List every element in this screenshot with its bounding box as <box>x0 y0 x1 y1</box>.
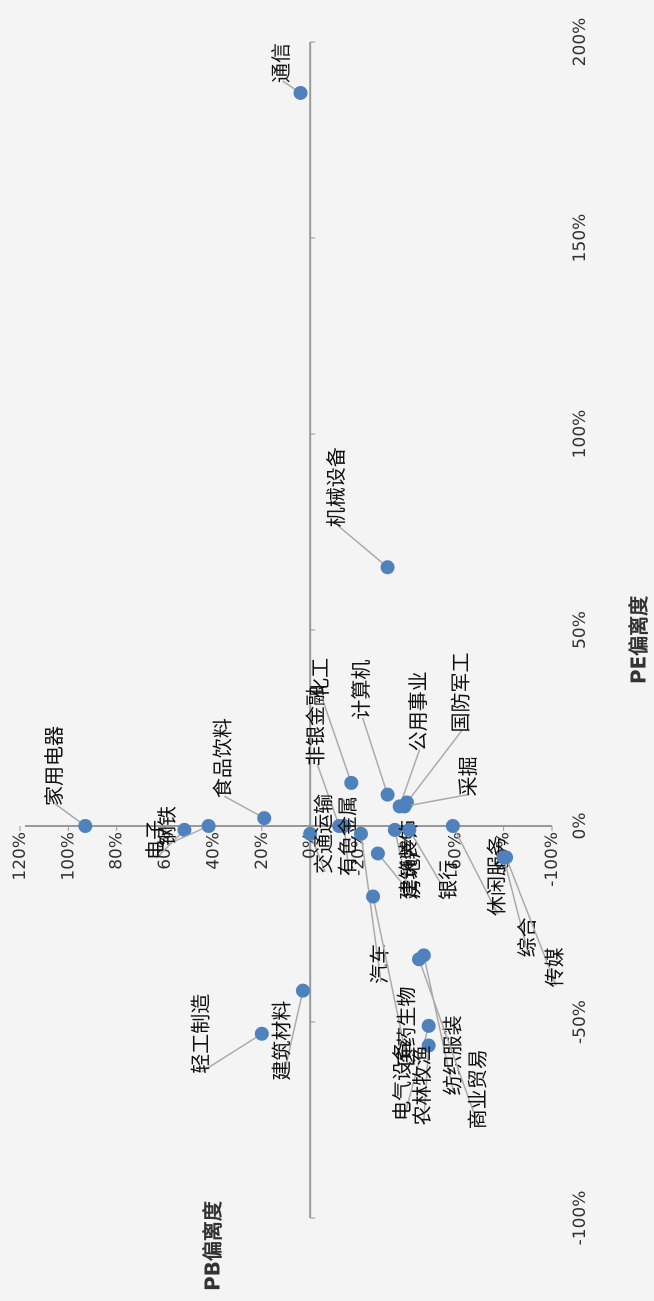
leader-line <box>406 730 463 803</box>
point <box>201 819 216 833</box>
x-tick-label: 50% <box>570 611 590 649</box>
leader-line <box>418 959 480 1128</box>
point <box>445 819 460 833</box>
point <box>303 826 318 841</box>
point-label: 轻工制造 <box>188 994 212 1074</box>
point <box>402 822 417 837</box>
point <box>380 787 395 802</box>
point <box>344 775 359 790</box>
leader-line <box>372 896 409 1065</box>
point-label: 食品饮料 <box>211 718 235 798</box>
leader-line <box>201 1033 263 1073</box>
y-tick-label: 0% <box>300 832 320 859</box>
point <box>295 983 310 998</box>
point-label: 电气设备 <box>390 1041 414 1121</box>
y-tick-label: 120% <box>10 832 30 881</box>
point <box>353 826 368 841</box>
point <box>293 85 308 100</box>
point-label: 计算机 <box>349 660 373 720</box>
leader-line <box>337 524 389 568</box>
point-label: 化工 <box>308 658 332 698</box>
point-label: 休闲服务 <box>484 836 508 916</box>
leader-line <box>316 763 340 827</box>
point-label: 钢铁 <box>155 806 179 846</box>
point-label: 商业贸易 <box>466 1049 490 1129</box>
point <box>254 1026 269 1041</box>
point <box>337 819 352 833</box>
point <box>421 1038 436 1053</box>
point <box>387 822 402 837</box>
leader-line <box>404 793 470 808</box>
y-tick-label: 100% <box>58 832 78 881</box>
leader-line <box>361 717 389 795</box>
leader-line <box>408 829 450 899</box>
point-label: 采掘 <box>456 756 480 796</box>
point <box>257 811 272 826</box>
plot: PE偏离度 PB偏离度 -100% -50% 0% 50% 100% 150% 200% -1… <box>10 18 651 1291</box>
point <box>380 560 395 575</box>
point <box>78 819 93 833</box>
leader-line <box>360 833 382 982</box>
leader-line <box>168 825 209 845</box>
y-tick-label: -20% <box>349 832 369 876</box>
leader-line <box>452 825 499 915</box>
leader-line <box>423 955 455 1094</box>
point <box>370 846 385 861</box>
point-label: 农林牧渔 <box>410 1046 434 1126</box>
point <box>412 952 426 967</box>
y-tick-label: 60% <box>155 832 175 870</box>
point <box>397 799 412 814</box>
x-tick-label: 0% <box>570 813 590 840</box>
point-label: 公用事业 <box>406 671 430 751</box>
point <box>421 1018 436 1033</box>
y-tick-label: -60% <box>445 832 465 876</box>
point-label: 传媒 <box>543 947 567 987</box>
x-tick-label: -50% <box>570 1000 590 1044</box>
point <box>366 889 381 904</box>
leader-line <box>343 825 350 875</box>
x-tick-label: 200% <box>570 18 590 67</box>
point <box>177 822 192 837</box>
point-label: 电子 <box>143 820 167 860</box>
y-tick-label: 40% <box>203 832 223 870</box>
x-tick-label: 100% <box>570 410 590 459</box>
point-label: 通信 <box>269 43 293 83</box>
leader-line <box>320 695 352 784</box>
leader-line <box>377 852 414 897</box>
point-label: 医药生物 <box>395 987 419 1067</box>
x-tick-label: -100% <box>570 1191 590 1246</box>
x-tick-label: 150% <box>570 214 590 263</box>
leader-line <box>422 1045 430 1124</box>
leader-line <box>223 795 265 819</box>
leader-line <box>502 857 530 956</box>
leader-line <box>282 990 304 1079</box>
y-tick-label: 80% <box>107 832 127 870</box>
point-label: 汽车 <box>367 944 391 984</box>
leader-line <box>394 829 411 899</box>
x-axis-title: PE偏离度 <box>627 595 651 684</box>
point-label: 非银金融 <box>304 686 328 766</box>
leader-line <box>505 857 557 986</box>
y-tick-label: -100% <box>542 832 562 887</box>
point-label: 建筑材料 <box>269 1001 293 1081</box>
point-label: 国防军工 <box>448 652 472 732</box>
y-axis-title: PB偏离度 <box>201 1200 225 1291</box>
point-label: 综合 <box>515 917 539 957</box>
point-label: 机械设备 <box>324 447 348 527</box>
point-label: 银行 <box>436 860 460 900</box>
point-label: 交通运输 <box>312 794 336 874</box>
point <box>499 850 514 865</box>
y-tick-label: 20% <box>252 832 272 870</box>
point-label: 家用电器 <box>42 726 66 806</box>
